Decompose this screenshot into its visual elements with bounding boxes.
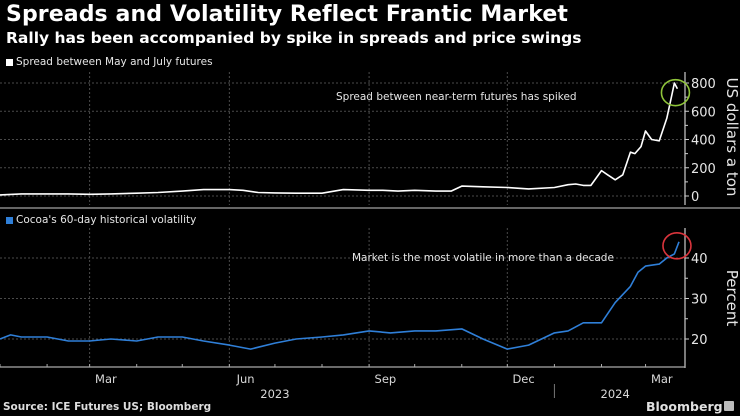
legend-label-volatility: Cocoa's 60-day historical volatility <box>16 214 197 226</box>
source-note: Source: ICE Futures US; Bloomberg <box>3 401 212 413</box>
legend-swatch-blue <box>6 216 13 224</box>
x-year-label: 2023 <box>260 387 289 401</box>
x-tick-label: Dec <box>512 372 534 386</box>
chart-title: Spreads and Volatility Reflect Frantic M… <box>6 2 569 27</box>
spread-line <box>0 82 679 196</box>
y-tick-label: 20 <box>691 333 708 348</box>
annotation-volatility: Market is the most volatile in more than… <box>352 252 614 264</box>
bloomberg-logo: Bloomberg <box>646 399 723 414</box>
y-axis-title-volatility: Percent <box>723 270 740 327</box>
x-tick-label: Jun <box>236 372 255 386</box>
y-tick-label: 600 <box>691 105 716 120</box>
y-tick-label: 400 <box>691 134 716 149</box>
y-tick-label: 30 <box>691 293 708 308</box>
y-tick-label: 40 <box>691 252 708 267</box>
chart-subtitle: Rally has been accompanied by spike in s… <box>6 29 582 47</box>
volatility-line <box>0 241 680 350</box>
legend-swatch-white <box>6 58 13 66</box>
legend-label-spread: Spread between May and July futures <box>16 56 213 68</box>
x-year-label: 2024 <box>601 387 630 401</box>
legend-spread: Spread between May and July futures <box>6 56 213 68</box>
y-tick-label: 200 <box>691 162 716 177</box>
y-axis-title-spread: US dollars a ton <box>723 78 740 197</box>
highlight-circle-volatility <box>662 232 692 260</box>
y-tick-label: 0 <box>691 190 699 205</box>
bloomberg-chart-icon <box>724 401 734 411</box>
x-tick-label: Mar <box>95 372 117 386</box>
legend-volatility: Cocoa's 60-day historical volatility <box>6 214 196 226</box>
x-tick-label: Sep <box>375 372 397 386</box>
y-tick-label: 800 <box>691 77 716 92</box>
highlight-circle-spread <box>660 78 691 107</box>
annotation-spread: Spread between near-term futures has spi… <box>336 91 577 103</box>
x-tick-label: Mar <box>651 372 673 386</box>
